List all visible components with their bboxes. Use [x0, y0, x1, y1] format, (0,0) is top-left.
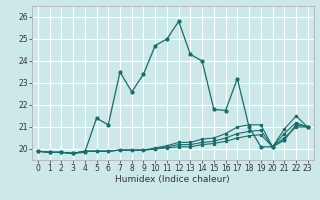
X-axis label: Humidex (Indice chaleur): Humidex (Indice chaleur): [116, 175, 230, 184]
